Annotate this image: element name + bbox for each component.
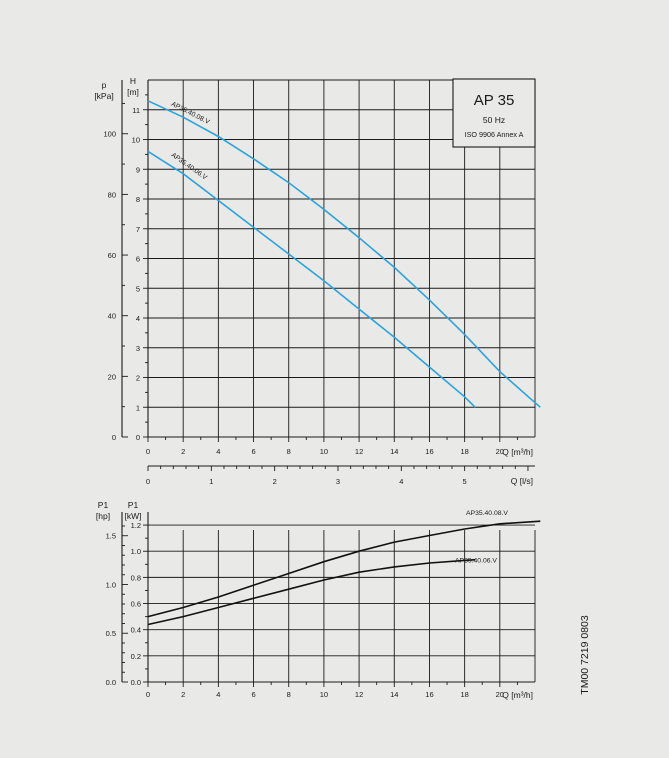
y-tick-label-head: 9 [136, 165, 140, 174]
y-tick-label-power-hp: 0.0 [106, 678, 116, 687]
title-box-title: AP 35 [474, 92, 515, 109]
title-box-standard: ISO 9906 Annex A [465, 130, 524, 139]
x-tick-label-flow-ls: 5 [463, 477, 467, 486]
x-tick-label-flow-ls: 4 [399, 477, 403, 486]
y-tick-label-power-kw: 0.6 [131, 600, 141, 609]
y-tick-label-power-kw: 1.0 [131, 547, 141, 556]
x-tick-label-flow-power: 14 [390, 690, 398, 699]
power-curve-label: AP35.40.06.V [455, 558, 497, 565]
x-tick-label-flow: 2 [181, 447, 185, 456]
power-curve-ap35-40-06-v [147, 558, 476, 626]
y-axis-unit-power-kw: [kW] [125, 511, 142, 521]
x-tick-label-flow-ls: 3 [336, 477, 340, 486]
head-curve-ap35-40-06-v [147, 150, 476, 408]
x-tick-label-flow-power: 20 [496, 690, 504, 699]
x-axis-title-flow-ls: Q [l/s] [511, 476, 533, 486]
x-tick-label-flow: 18 [460, 447, 468, 456]
y-tick-label-pressure: 40 [108, 312, 116, 321]
y-tick-label-power-kw: 0.4 [131, 626, 141, 635]
title-box-frame [452, 78, 536, 148]
x-axis-title-flow-power: Q [m³/h] [502, 690, 533, 700]
y-tick-label-power-kw: 0.2 [131, 652, 141, 661]
x-tick-label-flow-power: 10 [320, 690, 328, 699]
power-chart: 0.00.20.40.60.81.01.20.00.51.01.5P1[kW]P… [96, 500, 541, 700]
x-tick-label-flow: 10 [320, 447, 328, 456]
title-box-frequency: 50 Hz [483, 115, 505, 125]
y-tick-label-head: 1 [136, 403, 140, 412]
y-axis-title-head: H [130, 76, 136, 86]
x-tick-label-flow-power: 6 [251, 690, 255, 699]
title-box: AP 35 50 Hz ISO 9906 Annex A [452, 78, 536, 148]
y-tick-label-head: 0 [136, 433, 140, 442]
y-tick-label-power-hp: 1.5 [106, 532, 116, 541]
x-tick-label-flow: 12 [355, 447, 363, 456]
x-tick-label-flow-power: 12 [355, 690, 363, 699]
y-tick-label-pressure: 80 [108, 190, 116, 199]
y-tick-label-head: 10 [132, 136, 140, 145]
y-axis-title-power-hp: P1 [98, 500, 109, 510]
y-axis-unit-power-hp: [hp] [96, 511, 110, 521]
y-tick-label-head: 2 [136, 374, 140, 383]
x-axis-title-flow: Q [m³/h] [502, 447, 533, 457]
x-tick-label-flow-power: 4 [216, 690, 220, 699]
y-tick-label-head: 7 [136, 225, 140, 234]
y-tick-label-head: 4 [136, 314, 140, 323]
y-axis-unit-pressure: [kPa] [94, 91, 113, 101]
x-tick-label-flow: 8 [287, 447, 291, 456]
x-tick-label-flow-ls: 2 [273, 477, 277, 486]
x-tick-label-flow: 4 [216, 447, 220, 456]
y-tick-label-pressure: 20 [108, 372, 116, 381]
x-tick-label-flow: 14 [390, 447, 398, 456]
x-tick-label-flow: 16 [425, 447, 433, 456]
x-tick-label-flow-ls: 1 [209, 477, 213, 486]
power-curve-ap35-40-08-v [147, 520, 541, 618]
y-axis-title-power-kw: P1 [128, 500, 139, 510]
y-tick-label-pressure: 100 [103, 130, 116, 139]
x-tick-label-flow-power: 0 [146, 690, 150, 699]
y-tick-label-head: 6 [136, 255, 140, 264]
y-tick-label-power-hp: 1.0 [106, 580, 116, 589]
y-axis-title-pressure: p [102, 80, 107, 90]
drawing-code: TM00 7219 0803 [579, 615, 591, 695]
y-tick-label-pressure: 60 [108, 251, 116, 260]
y-tick-label-pressure: 0 [112, 433, 116, 442]
x-tick-label-flow-power: 18 [460, 690, 468, 699]
y-tick-label-head: 3 [136, 344, 140, 353]
y-tick-label-head: 5 [136, 284, 140, 293]
y-tick-label-power-kw: 0.0 [131, 678, 141, 687]
x-tick-label-flow-power: 16 [425, 690, 433, 699]
x-tick-label-flow-ls: 0 [146, 477, 150, 486]
x-tick-label-flow: 6 [251, 447, 255, 456]
y-tick-label-power-hp: 0.5 [106, 629, 116, 638]
y-tick-label-power-kw: 0.8 [131, 573, 141, 582]
x-tick-label-flow: 0 [146, 447, 150, 456]
y-tick-label-power-kw: 1.2 [131, 521, 141, 530]
x-tick-label-flow: 20 [496, 447, 504, 456]
x-tick-label-flow-power: 8 [287, 690, 291, 699]
head-curve-ap35-40-08-v [147, 100, 541, 408]
y-axis-unit-head: [m] [127, 87, 139, 97]
y-tick-label-head: 11 [132, 106, 140, 115]
y-tick-label-head: 8 [136, 195, 140, 204]
x-tick-label-flow-power: 2 [181, 690, 185, 699]
power-curve-label: AP35.40.08.V [466, 510, 508, 517]
